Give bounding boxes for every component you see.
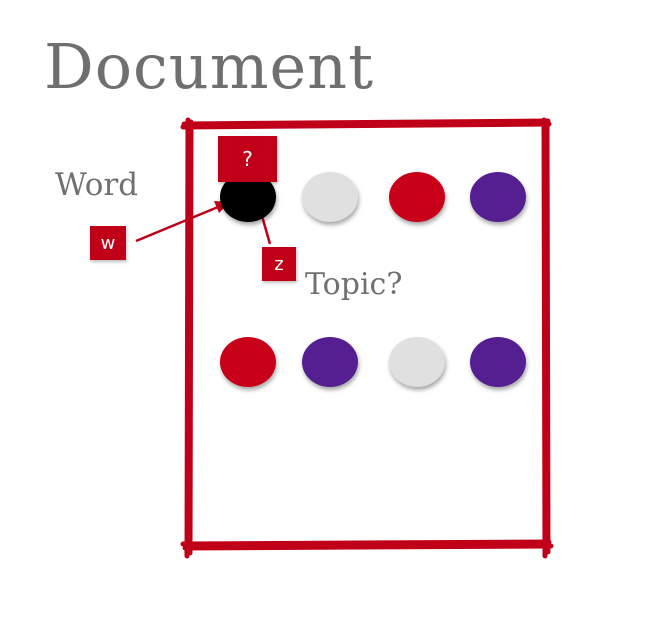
word-dot-purple [302, 337, 358, 387]
w-label: w [90, 226, 126, 260]
question-label: ? [218, 136, 277, 182]
z-label: z [262, 247, 296, 281]
topic-label: Topic? [305, 267, 403, 302]
arrow-w-to-word [135, 201, 230, 243]
word-dot-red [220, 337, 276, 387]
word-dot-gray [302, 172, 358, 222]
word-dot-purple [470, 172, 526, 222]
word-dot-red [389, 172, 445, 222]
word-dot-gray [389, 337, 445, 387]
word-label: Word [55, 167, 139, 203]
page-title: Document [44, 30, 375, 103]
word-dot-purple [470, 337, 526, 387]
